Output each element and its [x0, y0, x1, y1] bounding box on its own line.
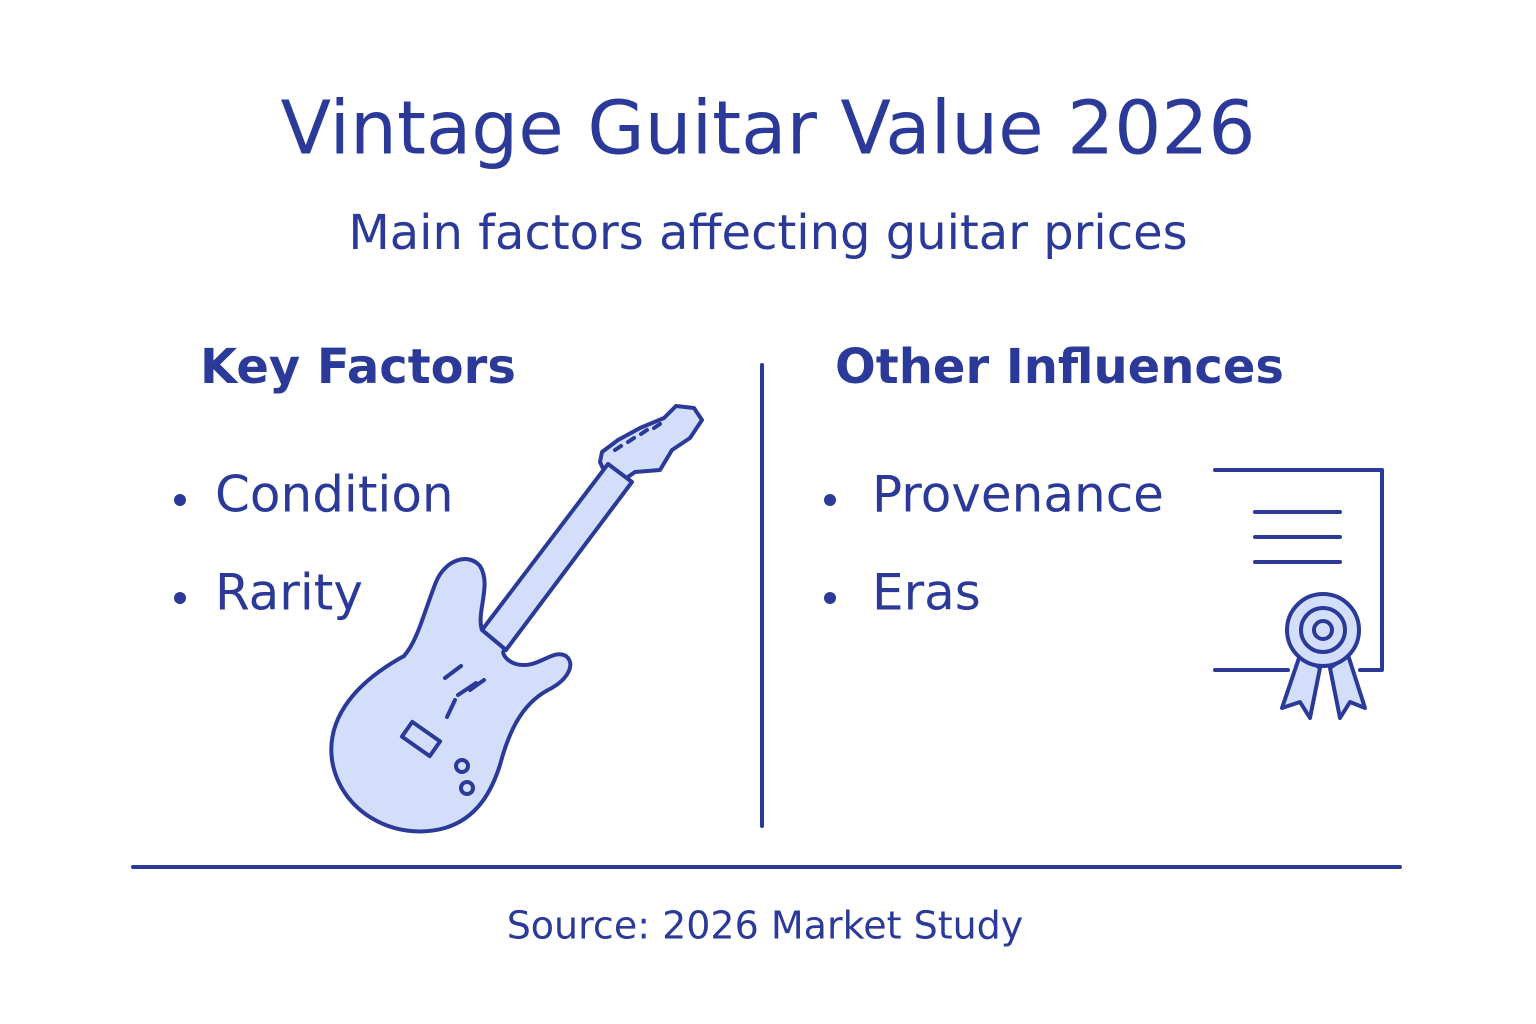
- pickup: [399, 719, 443, 759]
- subtitle: Main factors affecting guitar prices: [348, 205, 1187, 261]
- list-item: Rarity: [215, 564, 363, 622]
- certificate-icon: [1213, 468, 1384, 720]
- column-heading: Key Factors: [200, 339, 516, 395]
- column-heading: Other Influences: [835, 339, 1284, 395]
- bullet: [174, 592, 186, 604]
- bullet: [174, 494, 186, 506]
- bullet: [824, 592, 836, 604]
- guitar-icon: [329, 404, 704, 834]
- source-note: Source: 2026 Market Study: [507, 904, 1024, 948]
- list-item: Provenance: [872, 466, 1164, 524]
- list-item: Condition: [215, 466, 454, 524]
- bullet: [824, 494, 836, 506]
- list-item: Eras: [872, 564, 981, 622]
- title: Vintage Guitar Value 2026: [280, 86, 1255, 172]
